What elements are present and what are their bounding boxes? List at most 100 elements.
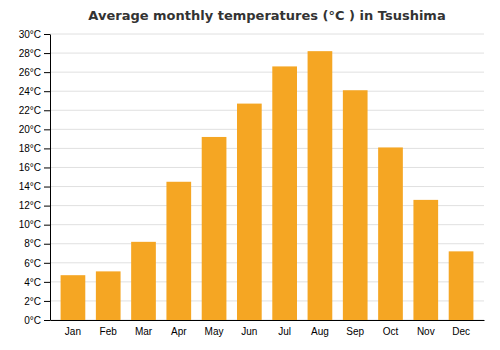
bar [308,51,333,320]
bar [272,66,297,320]
x-tick-label: Oct [383,326,399,337]
x-axis-line [51,320,485,321]
x-tick: Sep [346,326,364,337]
y-tick-mark [44,34,50,35]
y-tick-label: 8°C [24,238,41,249]
y-tick: 0°C [24,315,50,326]
x-tick-label: Jan [65,326,81,337]
plot-area [61,51,474,320]
y-tick-label: 18°C [19,143,41,154]
y-tick-mark [44,91,50,92]
x-tick-label: Apr [171,326,187,337]
y-tick: 30°C [19,29,50,40]
y-tick: 4°C [24,277,50,288]
grid [50,34,484,320]
y-tick: 22°C [19,105,50,116]
y-tick: 24°C [19,86,50,97]
bar [96,271,121,320]
bar [202,137,227,320]
y-tick: 6°C [24,258,50,269]
grid-line [50,110,484,111]
title: Average monthly temperatures (°C ) in Ts… [88,8,445,23]
grid-line [50,167,484,168]
y-tick-label: 14°C [19,181,41,192]
y-tick-label: 6°C [24,258,41,269]
chart: 0°C 2°C 4°C 6°C 8°C 10°C 12°C 14°C 16°C 18°C 20°C 2… [0,0,500,350]
x-tick: Apr [171,326,187,337]
y-axis-line [50,35,51,321]
y-tick: 14°C [19,181,50,192]
y-tick-label: 10°C [19,219,41,230]
x-tick: Jan [65,326,81,337]
x-tick: Oct [383,326,399,337]
x-tick-label: Mar [135,326,153,337]
y-tick-mark [44,320,50,321]
y-axis: 0°C 2°C 4°C 6°C 8°C 10°C 12°C 14°C 16°C 18°C 20°C 2… [19,29,51,326]
y-tick-label: 20°C [19,124,41,135]
grid-line [50,129,484,130]
x-tick-label: Nov [417,326,435,337]
grid-line [50,91,484,92]
x-tick: Jul [278,326,291,337]
y-tick: 8°C [24,238,50,249]
y-tick: 26°C [19,67,50,78]
y-tick-mark [44,167,50,168]
x-tick-label: May [205,326,224,337]
bar [413,200,438,320]
grid-line [50,72,484,73]
y-tick-mark [44,301,50,302]
y-tick-mark [44,72,50,73]
y-tick: 20°C [19,124,50,135]
x-tick: Dec [452,326,470,337]
y-tick-label: 26°C [19,67,41,78]
y-tick-label: 12°C [19,200,41,211]
y-tick-mark [44,206,50,207]
y-tick: 12°C [19,200,50,211]
y-tick-mark [44,244,50,245]
x-tick: Nov [417,326,435,337]
x-tick: Jun [241,326,257,337]
x-axis: Jan Feb Mar Apr May Jun Jul Aug Sep Oct Nov Dec [51,321,485,338]
bar [343,90,368,320]
y-tick: 18°C [19,143,50,154]
y-tick-label: 22°C [19,105,41,116]
y-tick-mark [44,225,50,226]
y-tick-label: 4°C [24,277,41,288]
grid-line [50,148,484,149]
bar [131,242,156,320]
x-tick: Feb [100,326,118,337]
y-tick: 2°C [24,296,50,307]
y-tick: 10°C [19,219,50,230]
y-tick-label: 30°C [19,29,41,40]
y-tick-label: 0°C [24,315,41,326]
y-tick-label: 16°C [19,162,41,173]
grid-line [50,186,484,187]
x-tick: Aug [311,326,329,337]
y-tick-label: 28°C [19,48,41,59]
y-tick-mark [44,110,50,111]
bar [237,104,262,320]
x-tick-label: Feb [100,326,118,337]
x-tick: Mar [135,326,153,337]
x-tick-label: Sep [346,326,364,337]
y-tick-mark [44,53,50,54]
x-tick: May [205,326,224,337]
x-tick-label: Aug [311,326,329,337]
y-tick: 16°C [19,162,50,173]
y-tick-label: 24°C [19,86,41,97]
grid-line [50,53,484,54]
y-tick-mark [44,282,50,283]
x-tick-label: Jul [278,326,291,337]
bar [61,275,86,320]
y-tick-mark [44,129,50,130]
y-tick: 28°C [19,48,50,59]
bar [449,251,474,320]
y-tick-mark [44,148,50,149]
y-tick-mark [44,263,50,264]
bar [378,147,403,320]
y-tick-mark [44,187,50,188]
bar [166,182,191,320]
grid-line [50,34,484,35]
y-tick-label: 2°C [24,296,41,307]
x-tick-label: Jun [241,326,257,337]
